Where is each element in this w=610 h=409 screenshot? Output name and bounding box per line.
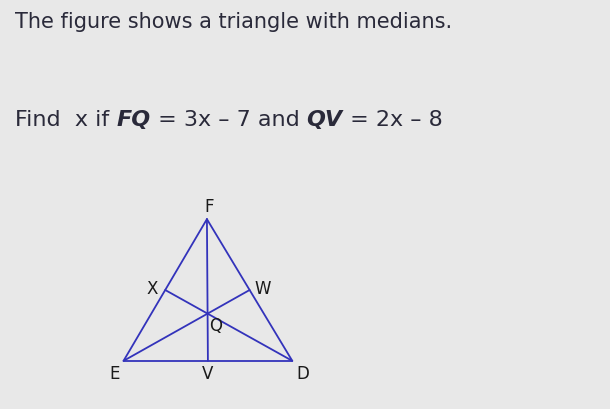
Text: = 3x – 7 and: = 3x – 7 and <box>151 110 307 130</box>
Text: The figure shows a triangle with medians.: The figure shows a triangle with medians… <box>15 12 453 32</box>
Text: Q: Q <box>209 317 222 335</box>
Text: FQ: FQ <box>117 110 151 130</box>
Text: QV: QV <box>307 110 343 130</box>
Text: V: V <box>203 364 214 382</box>
Text: E: E <box>109 364 120 382</box>
Text: Find  x if: Find x if <box>15 110 117 130</box>
Text: D: D <box>297 364 310 382</box>
Text: X: X <box>146 280 158 298</box>
Text: W: W <box>254 280 271 298</box>
Text: = 2x – 8: = 2x – 8 <box>343 110 442 130</box>
Text: F: F <box>204 198 214 216</box>
